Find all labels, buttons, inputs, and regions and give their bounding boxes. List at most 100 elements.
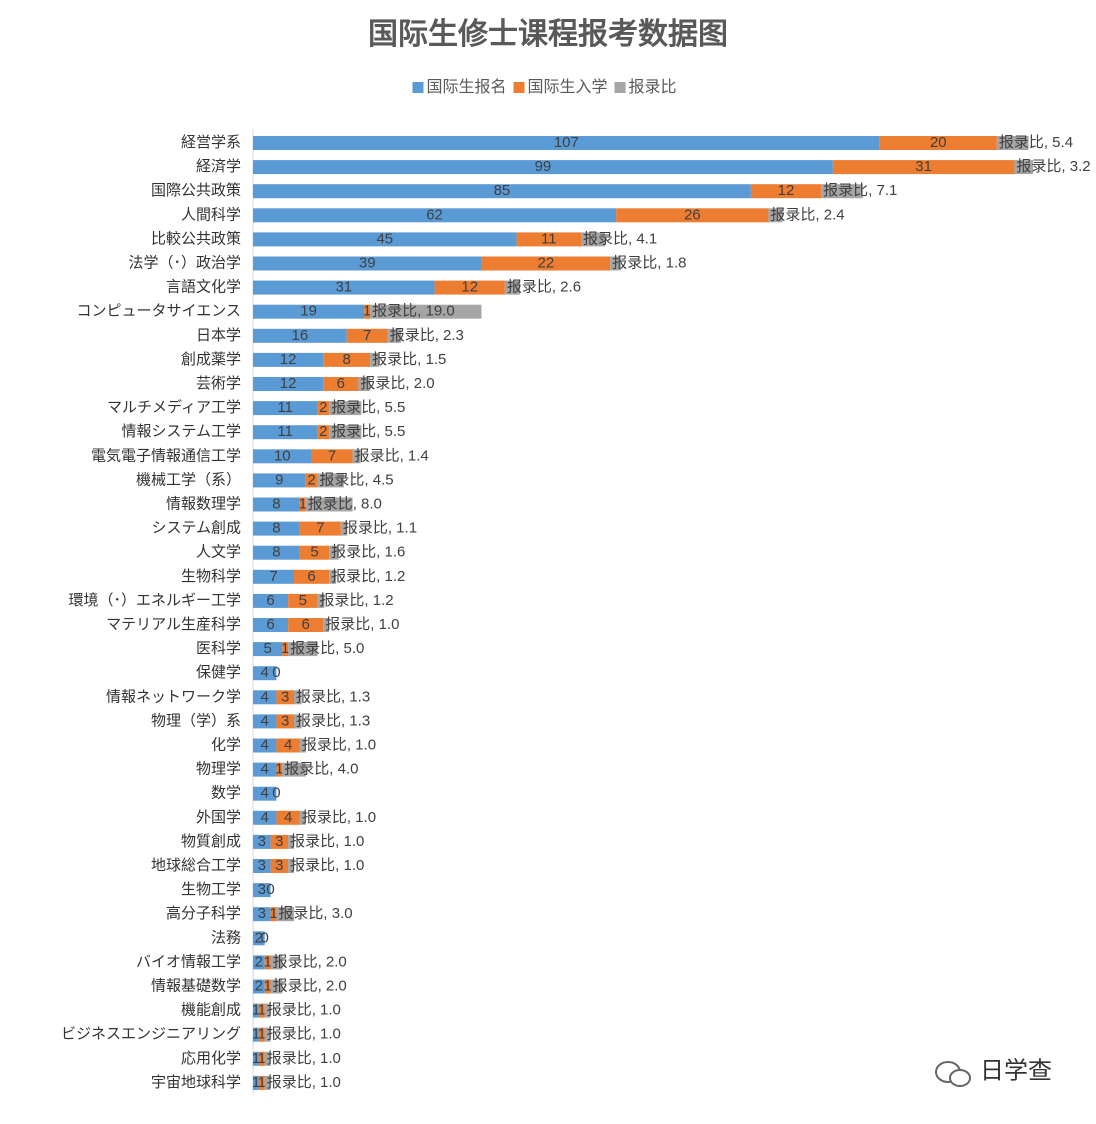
data-label: 6 xyxy=(266,616,274,633)
data-label: 报录比, 8.0 xyxy=(308,495,382,512)
category-label: マルチメディア工学 xyxy=(107,398,241,416)
data-label: 19 xyxy=(300,303,317,320)
bar-segment xyxy=(364,304,371,319)
data-label: 报录比, 4.0 xyxy=(284,761,358,778)
data-label: 107 xyxy=(554,134,579,151)
data-label: 11 xyxy=(277,399,293,416)
category-label: 電気電子情報通信工学 xyxy=(91,446,241,464)
data-label: 3 xyxy=(258,833,266,850)
watermark: 日学查 xyxy=(935,1057,1052,1087)
data-label: 12 xyxy=(280,375,297,392)
data-label: 4 xyxy=(261,809,269,826)
data-label: 1 xyxy=(263,953,271,970)
bar-segment xyxy=(581,232,606,247)
data-label: 报录比, 3.0 xyxy=(278,905,352,922)
bar-segment xyxy=(253,714,277,729)
bar-segment xyxy=(253,1003,259,1018)
bar-segment xyxy=(270,979,283,994)
data-label: 报录比, 1.4 xyxy=(355,447,429,464)
data-label: 22 xyxy=(538,254,555,271)
data-label: 3 xyxy=(275,833,283,850)
category-label: 機械工学（系） xyxy=(136,470,241,488)
category-label: 人間科学 xyxy=(181,205,241,223)
data-label: 11 xyxy=(541,230,557,247)
category-label: 化学 xyxy=(211,736,241,754)
data-label: 报录比, 1.0 xyxy=(290,833,364,850)
bar-segment xyxy=(288,593,318,608)
bar-segment xyxy=(258,1051,265,1066)
data-label: 报录比, 5.4 xyxy=(999,134,1073,151)
bar-segment xyxy=(258,1075,265,1090)
bar-segment xyxy=(270,859,289,873)
data-label: 8 xyxy=(272,544,280,561)
data-label: 99 xyxy=(535,158,552,175)
data-label: 11 xyxy=(277,423,293,440)
data-label: 4 xyxy=(261,761,269,778)
bar-segment xyxy=(253,642,283,657)
data-label: 报录比, 1.3 xyxy=(296,688,370,705)
data-label: 16 xyxy=(292,327,309,344)
bar-segment xyxy=(352,449,361,464)
bar-segment xyxy=(996,136,1029,150)
bar-segment xyxy=(253,834,271,849)
bar-segment xyxy=(282,642,289,657)
data-label: 报录比, 1.3 xyxy=(296,712,370,729)
data-label: 报录比, 1.1 xyxy=(343,520,417,537)
legend-swatch xyxy=(412,82,424,93)
data-label: 4 xyxy=(261,688,269,705)
bar-segment xyxy=(253,425,318,440)
data-label: 3 xyxy=(281,688,289,705)
category-label: マテリアル生産科学 xyxy=(106,615,241,633)
bar-segment xyxy=(516,232,581,247)
legend-label: 国际生报名 xyxy=(426,78,506,96)
category-label: システム創成 xyxy=(151,519,241,537)
data-label: 4 xyxy=(261,664,269,681)
data-label: 26 xyxy=(684,206,701,223)
data-label: 8 xyxy=(343,351,351,368)
bar-segment xyxy=(323,377,359,391)
data-label: 报录比, 1.2 xyxy=(319,592,393,609)
bar-segment xyxy=(323,352,371,367)
bar-segment xyxy=(294,690,302,705)
data-label: 报录比, 2.0 xyxy=(360,375,434,392)
category-label: 物質創成 xyxy=(181,832,241,850)
data-label: 0 xyxy=(272,785,280,802)
data-label: 报录比, 1.2 xyxy=(331,568,405,585)
bar-segment xyxy=(253,545,300,560)
bar-segment xyxy=(276,810,300,825)
bar-segment xyxy=(288,834,294,849)
bar-segment xyxy=(305,497,353,512)
data-label: 报录比, 2.4 xyxy=(770,206,844,223)
data-label: 2 xyxy=(319,423,327,440)
legend-label: 报录比 xyxy=(629,78,677,96)
data-label: 4 xyxy=(261,736,269,753)
bar-segment xyxy=(253,786,277,801)
bar-segment xyxy=(370,304,482,319)
bar-segment xyxy=(288,618,324,632)
bar-segment xyxy=(370,352,379,367)
bar-segment xyxy=(358,377,371,391)
bar-segment xyxy=(821,184,863,199)
bar-segment xyxy=(253,810,277,825)
bar-segment xyxy=(264,1075,271,1090)
bar-segment xyxy=(323,618,330,632)
data-label: 1 xyxy=(252,1002,260,1019)
data-label: 4 xyxy=(261,785,269,802)
category-label: 生物科学 xyxy=(181,567,241,585)
bar-segment xyxy=(264,979,271,994)
bar-segment xyxy=(299,497,306,512)
data-label: 报录比, 2.3 xyxy=(390,327,464,344)
data-label: 3 xyxy=(281,712,289,729)
data-label: 7 xyxy=(269,568,277,585)
bar-segment xyxy=(317,593,325,608)
bar-segment xyxy=(258,1027,265,1042)
data-label: 报录比, 1.0 xyxy=(302,736,376,753)
data-label: 1 xyxy=(252,1026,260,1043)
data-label: 20 xyxy=(930,134,947,151)
bar-segment xyxy=(253,304,365,319)
bar-segment xyxy=(276,762,283,777)
data-label: 报录比, 2.6 xyxy=(507,279,581,296)
category-label: 物理（学）系 xyxy=(151,711,241,729)
data-label: 0 xyxy=(272,664,280,681)
